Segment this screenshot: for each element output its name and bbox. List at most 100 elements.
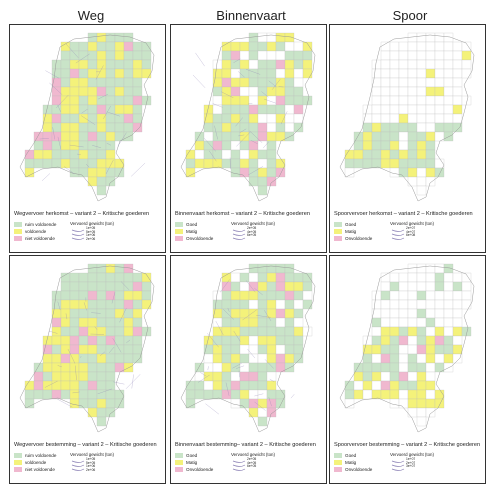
municipality-cell [389,95,400,106]
legend: ruim voldoende voldoende niet voldoende [14,221,56,242]
municipality-cell [284,335,295,346]
municipality-cell [239,95,250,106]
municipality-cell [114,389,125,400]
legend-label: Goed [186,453,198,458]
municipality-cell [60,389,71,400]
municipality-cell [239,113,250,124]
municipality-cell [248,317,259,328]
municipality-cell [389,149,400,160]
municipality-cell [407,140,418,151]
municipality-cell [114,41,125,52]
flow-line [232,363,242,369]
municipality-cell [380,50,391,61]
municipality-cell [416,290,427,301]
municipality-cell [293,326,304,337]
municipality-cell [284,308,295,319]
municipality-cell [371,158,382,169]
municipality-cell [284,77,295,88]
municipality-cell [425,113,436,124]
municipality-cell [87,122,98,133]
municipality-cell [87,407,98,418]
legend-swatch-green [14,222,22,227]
municipality-cell [60,86,71,97]
municipality-cell [257,86,268,97]
flow-line [94,326,98,330]
municipality-cell [398,272,409,283]
municipality-cell [389,335,400,346]
municipality-cell [398,371,409,382]
municipality-cell [416,68,427,79]
municipality-cell [96,317,107,328]
municipality-cell [443,104,454,115]
municipality-cell [353,158,364,169]
flow-line [245,69,261,75]
municipality-cell [371,353,382,364]
municipality-cell [51,362,62,373]
municipality-cell [293,86,304,97]
municipality-cell [443,50,454,61]
legend-label: Goed [345,453,357,458]
flow-line [225,382,230,396]
municipality-cell [132,344,143,355]
municipality-cell [443,272,454,283]
municipality-cell [389,317,400,328]
municipality-cell [257,104,268,115]
flow-line [248,166,264,176]
municipality-cell [87,41,98,52]
municipality-cell [443,326,454,337]
flow-line [200,372,207,377]
municipality-cell [69,272,80,283]
municipality-cell [284,68,295,79]
municipality-cell [248,308,259,319]
municipality-cell [443,95,454,106]
municipality-cell [24,158,35,169]
municipality-cell [185,167,196,178]
legend-swatch-yellow [334,460,342,465]
municipality-cell [239,281,250,292]
volume-arrow-icon [232,460,246,471]
municipality-cell [266,149,277,160]
volume-arrow-icon [391,460,405,471]
municipality-cell [96,263,107,274]
municipality-cell [230,122,241,133]
municipality-cell [69,131,80,142]
municipality-cell [212,113,223,124]
municipality-cell [185,389,196,400]
municipality-cell [87,50,98,61]
municipality-cell [239,290,250,301]
municipality-cell [230,308,241,319]
municipality-cell [362,389,373,400]
municipality-cell [266,131,277,142]
municipality-cell [416,308,427,319]
municipality-cell [302,290,313,301]
volume-legend-title: Vervoerd gewicht (ton) [70,221,114,226]
municipality-cell [452,353,463,364]
municipality-cell [51,113,62,124]
municipality-cell [257,77,268,88]
municipality-cell [230,380,241,391]
municipality-cell [380,104,391,115]
municipality-cell [78,68,89,79]
municipality-cell [425,104,436,115]
municipality-cell [96,308,107,319]
municipality-cell [203,389,214,400]
municipality-cell [302,299,313,310]
municipality-cell [78,344,89,355]
municipality-cell [114,263,125,274]
municipality-cell [380,353,391,364]
municipality-cell [239,317,250,328]
legend-item-3: Onvoldoende [175,235,213,242]
municipality-cell [371,95,382,106]
municipality-cell [284,344,295,355]
municipality-cell [416,389,427,400]
municipality-cell [33,131,44,142]
municipality-cell [461,326,472,337]
municipality-cell [443,299,454,310]
municipality-cell [380,362,391,373]
municipality-cell [78,380,89,391]
municipality-cell [398,158,409,169]
municipality-cell [60,41,71,52]
municipality-cell [105,389,116,400]
flow-line [106,142,112,146]
municipality-cell [123,50,134,61]
